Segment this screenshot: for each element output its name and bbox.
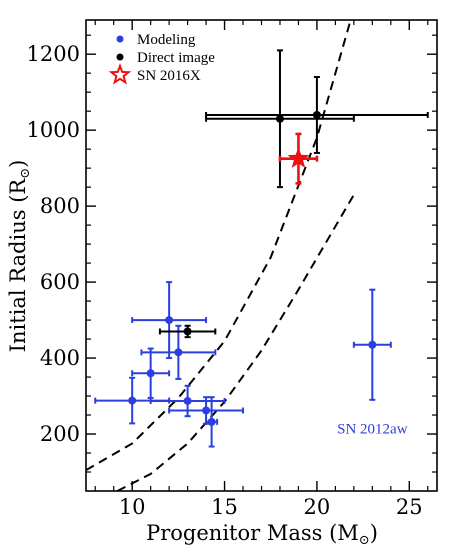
circle-marker bbox=[165, 316, 174, 325]
direct-image-point bbox=[205, 75, 429, 154]
y-tick-label: 800 bbox=[40, 194, 80, 218]
legend-label: Modeling bbox=[137, 32, 196, 48]
sn-2016x-point bbox=[278, 132, 319, 185]
legend-item: Direct image bbox=[116, 50, 215, 66]
model-curve-1 bbox=[86, 20, 352, 471]
axis-ticks: 10 15 20 25 200 400 600 800 1000 1200 bbox=[27, 20, 437, 519]
y-tick-label: 1000 bbox=[27, 118, 80, 142]
legend-item: Modeling bbox=[116, 32, 196, 48]
circle-marker bbox=[202, 406, 211, 415]
modeling-point bbox=[140, 324, 217, 380]
legend-marker-icon bbox=[116, 35, 124, 43]
x-tick-label: 25 bbox=[396, 495, 423, 519]
model-curve-2 bbox=[116, 194, 355, 491]
model-curves bbox=[86, 20, 355, 491]
star-marker bbox=[287, 147, 310, 168]
legend-item: SN 2016X bbox=[108, 63, 201, 85]
x-axis-label: Progenitor Mass (M⊙) bbox=[146, 521, 378, 548]
legend-marker-icon bbox=[116, 53, 124, 61]
x-tick-label: 15 bbox=[211, 495, 238, 519]
legend-label: Direct image bbox=[137, 50, 215, 66]
y-tick-label: 1200 bbox=[27, 42, 80, 66]
y-tick-label: 600 bbox=[40, 270, 80, 294]
modeling-point bbox=[205, 396, 219, 448]
modeling-point bbox=[131, 281, 208, 360]
legend: Modeling Direct image SN 2016X bbox=[108, 32, 215, 85]
modeling-point bbox=[131, 347, 171, 399]
circle-marker bbox=[368, 340, 377, 349]
modeling-point bbox=[352, 288, 392, 401]
circle-marker bbox=[183, 327, 192, 336]
x-tick-label: 10 bbox=[119, 495, 146, 519]
circle-marker bbox=[312, 110, 321, 119]
legend-label: SN 2016X bbox=[137, 68, 201, 84]
y-axis-label: Initial Radius (R⊙) bbox=[6, 160, 33, 353]
circle-marker bbox=[183, 396, 192, 405]
circle-marker bbox=[174, 348, 183, 357]
circle-marker bbox=[128, 396, 137, 405]
circle-marker bbox=[207, 417, 216, 426]
direct-image-point bbox=[205, 49, 355, 189]
circle-marker bbox=[146, 369, 155, 378]
y-tick-label: 200 bbox=[40, 422, 80, 446]
legend-star-icon bbox=[108, 63, 132, 85]
annotation-label: SN 2012aw bbox=[337, 421, 408, 437]
circle-marker bbox=[275, 114, 284, 123]
data-points bbox=[94, 49, 429, 448]
direct-image-point bbox=[158, 324, 217, 339]
y-tick-label: 400 bbox=[40, 346, 80, 370]
annotations: SN 2012aw bbox=[337, 421, 408, 437]
x-tick-label: 20 bbox=[304, 495, 331, 519]
modeling-point bbox=[149, 384, 226, 418]
